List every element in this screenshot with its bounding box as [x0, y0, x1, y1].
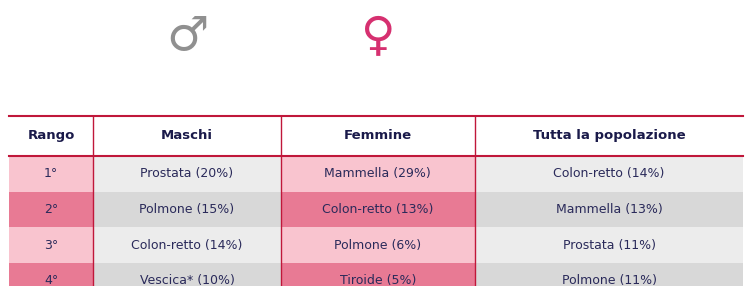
Text: Mammella (13%): Mammella (13%) — [556, 203, 663, 216]
Text: Tiroide (5%): Tiroide (5%) — [340, 275, 416, 286]
Text: Polmone (15%): Polmone (15%) — [139, 203, 235, 216]
Bar — [9, 156, 93, 192]
Text: Colon-retto (14%): Colon-retto (14%) — [132, 239, 243, 252]
Text: 2°: 2° — [44, 203, 59, 216]
Text: Tutta la popolazione: Tutta la popolazione — [532, 129, 685, 142]
Bar — [93, 156, 280, 192]
Text: Vescica* (10%): Vescica* (10%) — [140, 275, 235, 286]
Text: ♂: ♂ — [166, 15, 208, 60]
Text: Prostata (20%): Prostata (20%) — [141, 167, 234, 180]
Bar — [280, 263, 475, 286]
Text: Maschi: Maschi — [161, 129, 213, 142]
Bar — [280, 192, 475, 227]
Text: 1°: 1° — [44, 167, 59, 180]
Bar — [93, 192, 280, 227]
Bar — [93, 227, 280, 263]
Text: ♀: ♀ — [360, 15, 395, 60]
Bar — [9, 192, 93, 227]
Text: Colon-retto (13%): Colon-retto (13%) — [322, 203, 433, 216]
Bar — [9, 263, 93, 286]
Bar — [280, 227, 475, 263]
Bar — [475, 156, 743, 192]
Text: Mammella (29%): Mammella (29%) — [324, 167, 431, 180]
Bar — [9, 227, 93, 263]
Text: Rango: Rango — [28, 129, 75, 142]
Text: Prostata (11%): Prostata (11%) — [562, 239, 656, 252]
Bar — [475, 263, 743, 286]
Bar — [9, 116, 743, 156]
Text: Femmine: Femmine — [344, 129, 412, 142]
Bar — [475, 192, 743, 227]
Text: 3°: 3° — [44, 239, 59, 252]
Text: Colon-retto (14%): Colon-retto (14%) — [553, 167, 665, 180]
Bar — [280, 156, 475, 192]
Text: Polmone (6%): Polmone (6%) — [335, 239, 421, 252]
Bar — [93, 263, 280, 286]
Text: 4°: 4° — [44, 275, 59, 286]
Text: Polmone (11%): Polmone (11%) — [562, 275, 656, 286]
Bar — [475, 227, 743, 263]
